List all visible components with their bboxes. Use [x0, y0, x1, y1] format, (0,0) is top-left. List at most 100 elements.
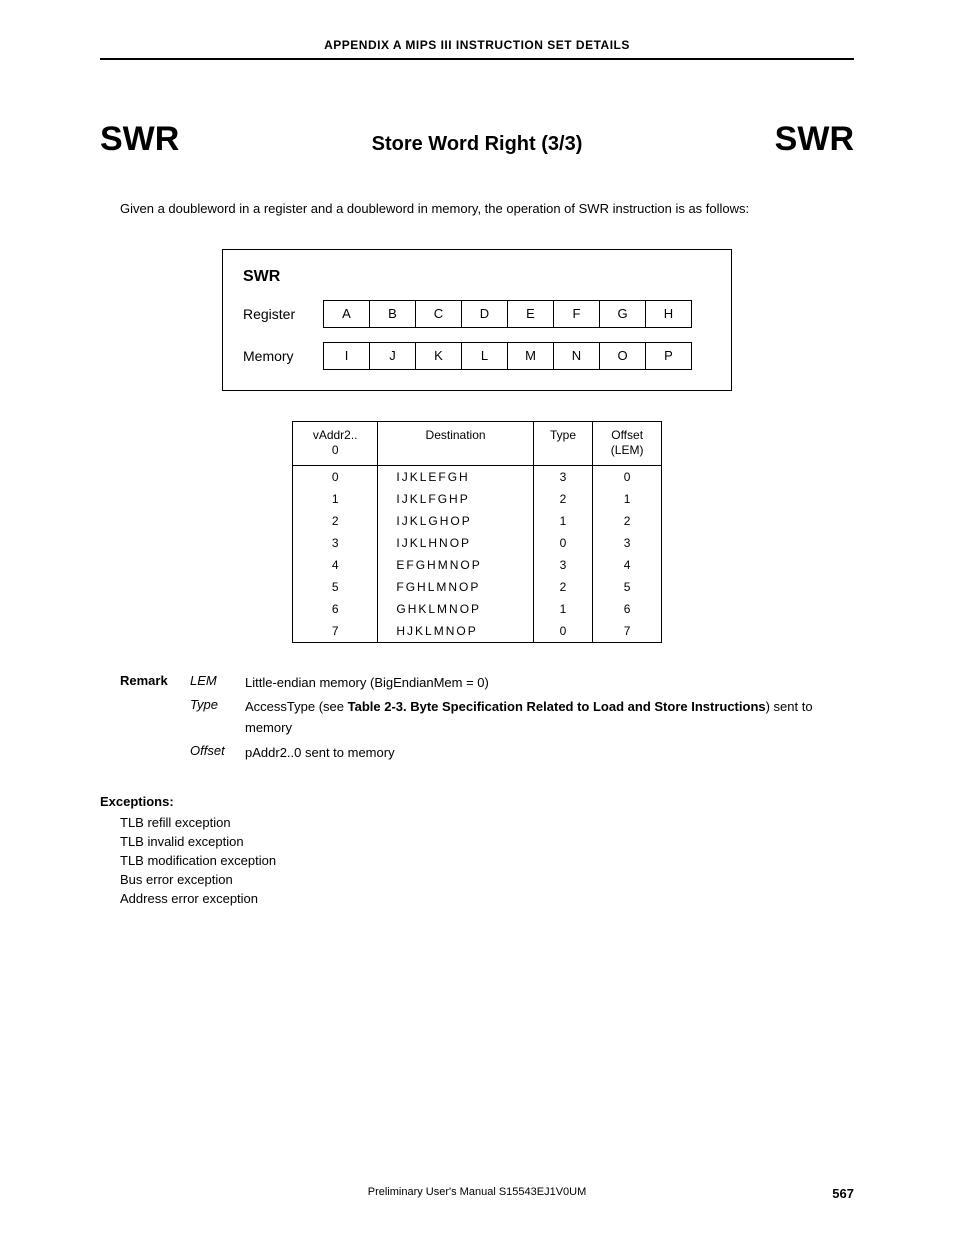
title-middle: Store Word Right (3/3) [372, 133, 583, 156]
byte-row: RegisterABCDEFGH [243, 300, 711, 328]
swr-box-label: SWR [243, 268, 711, 286]
table-header-cell: Type [533, 421, 593, 465]
table-row: 1IJKLFGHP21 [293, 488, 662, 510]
byte-cell: D [461, 300, 508, 328]
remark-key: Remark [120, 673, 190, 694]
table-row: 7HJKLMNOP07 [293, 620, 662, 643]
footer-page-number: 567 [832, 1186, 854, 1201]
table-cell: 2 [533, 488, 593, 510]
remark-block: RemarkLEMLittle-endian memory (BigEndian… [120, 673, 834, 764]
byte-cell: F [553, 300, 600, 328]
remark-term: Offset [190, 743, 245, 764]
table-cell: 6 [293, 598, 378, 620]
table-header-cell: Destination [378, 421, 533, 465]
header-rule [100, 58, 854, 60]
table-cell: 0 [533, 620, 593, 643]
byte-cell: C [415, 300, 462, 328]
destination-table: vAddr2..0DestinationTypeOffset(LEM) 0IJK… [292, 421, 662, 643]
byte-cell: K [415, 342, 462, 370]
table-cell: IJKLEFGH [378, 465, 533, 488]
remark-term: Type [190, 697, 245, 739]
remark-row: OffsetpAddr2..0 sent to memory [120, 743, 834, 764]
byte-cell: G [599, 300, 646, 328]
table-cell: 2 [593, 510, 662, 532]
footer-manual-id: Preliminary User's Manual S15543EJ1V0UM [368, 1186, 587, 1198]
table-cell: FGHLMNOP [378, 576, 533, 598]
table-cell: 0 [593, 465, 662, 488]
table-cell: 1 [533, 510, 593, 532]
remark-row: RemarkLEMLittle-endian memory (BigEndian… [120, 673, 834, 694]
table-cell: IJKLGHOP [378, 510, 533, 532]
exception-item: Bus error exception [120, 872, 854, 887]
table-row: 3IJKLHNOP03 [293, 532, 662, 554]
byte-cell: J [369, 342, 416, 370]
byte-cell: L [461, 342, 508, 370]
table-cell: 0 [293, 465, 378, 488]
byte-cell: N [553, 342, 600, 370]
byte-cell: M [507, 342, 554, 370]
title-row: SWR Store Word Right (3/3) SWR [100, 120, 854, 159]
byte-strip: ABCDEFGH [323, 300, 692, 328]
byte-cell: O [599, 342, 646, 370]
table-cell: 5 [593, 576, 662, 598]
remark-definition: Little-endian memory (BigEndianMem = 0) [245, 673, 834, 694]
exception-item: TLB modification exception [120, 853, 854, 868]
table-cell: HJKLMNOP [378, 620, 533, 643]
mnemonic-left: SWR [100, 120, 179, 159]
table-row: 0IJKLEFGH30 [293, 465, 662, 488]
page-footer: Preliminary User's Manual S15543EJ1V0UM … [100, 1186, 854, 1201]
byte-row-label: Memory [243, 348, 323, 364]
table-cell: IJKLFGHP [378, 488, 533, 510]
table-row: 4EFGHMNOP34 [293, 554, 662, 576]
swr-box: SWR RegisterABCDEFGH MemoryIJKLMNOP [222, 249, 732, 391]
byte-row: MemoryIJKLMNOP [243, 342, 711, 370]
table-cell: 1 [533, 598, 593, 620]
exception-item: TLB invalid exception [120, 834, 854, 849]
table-cell: 4 [593, 554, 662, 576]
table-header-cell: Offset(LEM) [593, 421, 662, 465]
byte-cell: E [507, 300, 554, 328]
byte-cell: B [369, 300, 416, 328]
remark-definition: pAddr2..0 sent to memory [245, 743, 834, 764]
running-head: APPENDIX A MIPS III INSTRUCTION SET DETA… [100, 38, 854, 52]
table-cell: GHKLMNOP [378, 598, 533, 620]
exception-item: TLB refill exception [120, 815, 854, 830]
exceptions-heading: Exceptions: [100, 794, 854, 809]
byte-row-label: Register [243, 306, 323, 322]
table-cell: 4 [293, 554, 378, 576]
table-cell: 3 [593, 532, 662, 554]
mnemonic-right: SWR [775, 120, 854, 159]
table-cell: 6 [593, 598, 662, 620]
table-cell: 7 [293, 620, 378, 643]
table-row: 6GHKLMNOP16 [293, 598, 662, 620]
table-cell: IJKLHNOP [378, 532, 533, 554]
byte-cell: P [645, 342, 692, 370]
table-row: 5FGHLMNOP25 [293, 576, 662, 598]
remark-key [120, 697, 190, 739]
exceptions-section: Exceptions: TLB refill exception TLB inva… [100, 794, 854, 906]
table-cell: 0 [533, 532, 593, 554]
table-cell: 3 [533, 554, 593, 576]
remark-row: TypeAccessType (see Table 2-3. Byte Spec… [120, 697, 834, 739]
byte-cell: H [645, 300, 692, 328]
table-header-cell: vAddr2..0 [293, 421, 378, 465]
table-cell: 1 [293, 488, 378, 510]
remark-term: LEM [190, 673, 245, 694]
table-cell: 2 [293, 510, 378, 532]
table-row: 2IJKLGHOP12 [293, 510, 662, 532]
table-cell: 3 [293, 532, 378, 554]
byte-cell: A [323, 300, 370, 328]
remark-definition: AccessType (see Table 2-3. Byte Specific… [245, 697, 834, 739]
table-cell: 7 [593, 620, 662, 643]
byte-strip: IJKLMNOP [323, 342, 692, 370]
exceptions-list: TLB refill exception TLB invalid exceptio… [120, 815, 854, 906]
intro-paragraph: Given a doubleword in a register and a d… [120, 199, 834, 219]
table-cell: 1 [593, 488, 662, 510]
byte-cell: I [323, 342, 370, 370]
remark-key [120, 743, 190, 764]
table-cell: EFGHMNOP [378, 554, 533, 576]
table-cell: 5 [293, 576, 378, 598]
table-cell: 2 [533, 576, 593, 598]
table-cell: 3 [533, 465, 593, 488]
page: APPENDIX A MIPS III INSTRUCTION SET DETA… [0, 0, 954, 1235]
